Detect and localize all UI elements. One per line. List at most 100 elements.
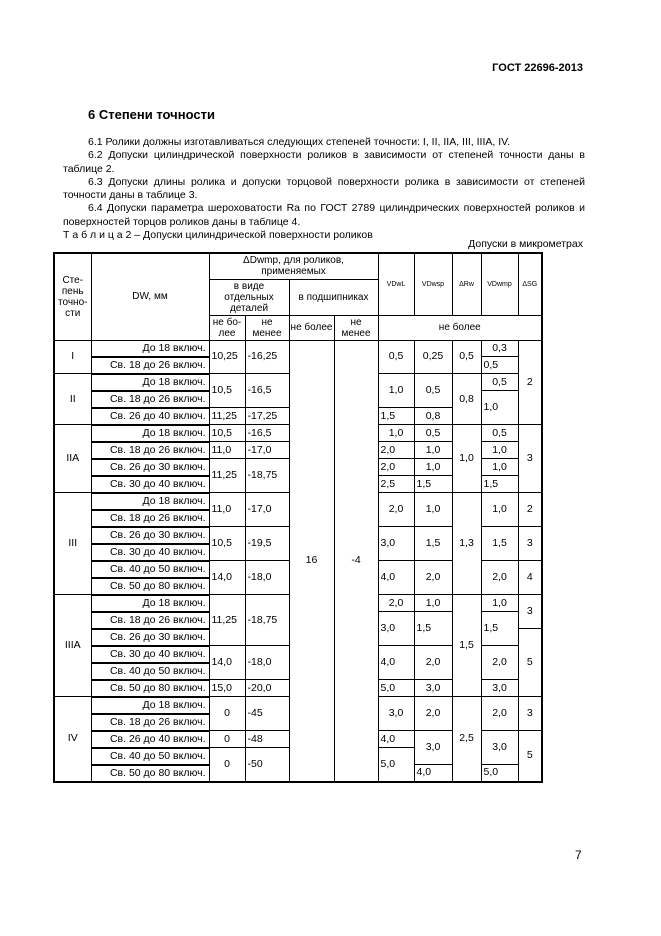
table-cell: -48 — [244, 730, 290, 748]
standard-number: ГОСТ 22696-2013 — [492, 62, 583, 74]
table-row: Св. 50 до 80 включ. 15,0 -20,0 5,0 3,0 3,0 — [54, 679, 542, 698]
table-cell: 0,5 — [413, 424, 453, 442]
table-cell: -50 — [244, 747, 290, 782]
table-cell: 0,5 — [480, 356, 519, 374]
table-cell: 1,0 — [413, 492, 453, 527]
table-cell: 15,0 — [208, 679, 246, 697]
table-cell: 0,5 — [480, 373, 519, 391]
table-row: Св. 26 до 40 включ. 0 -48 4,0 3,0 3,0 5 — [54, 730, 543, 782]
table-cell: 1,5 — [480, 611, 519, 646]
table-cell: 0,5 — [413, 373, 453, 408]
table-cell: -16,5 — [244, 424, 290, 442]
table-cell: 1,0 — [480, 390, 519, 425]
table-cell: 11,25 — [208, 458, 246, 493]
table-cell: -18,75 — [244, 594, 290, 646]
diameter-range-cell: Св. 26 до 30 включ. — [90, 458, 210, 477]
table-row: Св. 18 до 26 включ. — [54, 509, 542, 528]
table-cell: -45 — [244, 696, 290, 731]
table-cell: -16,25 — [244, 339, 290, 374]
diameter-range-cell: Св. 50 до 80 включ. — [90, 679, 210, 698]
table-row: Св. 26 до 30 включ. 11,25 -18,75 2,0 1,0 1,0 — [54, 458, 542, 493]
table-cell: 1,5 — [413, 611, 453, 646]
table-cell: 1,5 — [377, 407, 415, 425]
table-cell: 2,0 — [413, 696, 453, 731]
paragraph-6-2: 6.2 Допуски цилиндрической поверхности р… — [63, 149, 585, 175]
table-cell: III — [53, 492, 92, 595]
table-cell: 2,5 — [377, 475, 415, 493]
table-row: Св. 40 до 50 включ. — [54, 662, 542, 681]
table-cell: IIIA — [53, 594, 92, 697]
table-cell: 0,25 — [413, 339, 453, 374]
table-cell: 3,0 — [413, 679, 453, 697]
diameter-range-cell: Св. 18 до 26 включ. — [90, 441, 210, 460]
table-cell: 1,0 — [413, 594, 453, 612]
table-cell: -18,0 — [244, 645, 290, 680]
header-max-separate: не бо-лее — [208, 314, 246, 341]
diameter-range-cell: До 18 включ. — [90, 696, 210, 715]
table-row: Св. 30 до 40 включ. — [54, 543, 542, 562]
table-row: Св. 18 до 26 включ. — [54, 713, 542, 732]
table-cell: 10,5 — [208, 424, 246, 442]
table-row: Св. 26 до 30 включ. 5 — [54, 628, 543, 697]
diameter-range-cell: До 18 включ. — [90, 339, 210, 358]
table-cell: 1,0 — [413, 458, 453, 476]
table-cell: 2,0 — [480, 645, 519, 680]
table-cell: -17,0 — [244, 441, 290, 459]
table-cell: 11,0 — [208, 441, 246, 459]
diameter-range-cell: Св. 50 до 80 включ. — [90, 764, 210, 783]
diameter-range-cell: До 18 включ. — [90, 373, 210, 392]
header-vdwsp: VDwsp — [413, 252, 453, 316]
table-cell: 2,0 — [480, 696, 519, 731]
diameter-range-cell: До 18 включ. — [90, 424, 210, 443]
paragraph-6-3: 6.3 Допуски длины ролика и допуски торцо… — [63, 175, 585, 202]
diameter-range-cell: Св. 26 до 30 включ. — [90, 526, 210, 545]
tolerance-table: Сте-пень точно-сти DW, мм ΔDwmp, для рол… — [53, 252, 543, 783]
table-row: Св. 18 до 26 включ. 0,5 — [54, 356, 542, 375]
diameter-range-cell: Св. 40 до 50 включ. — [90, 747, 210, 766]
diameter-range-cell: Св. 26 до 40 включ. — [90, 407, 210, 426]
diameter-range-cell: Св. 26 до 40 включ. — [90, 730, 210, 749]
table-row: Св. 18 до 26 включ. 3,0 1,5 1,5 — [54, 611, 542, 646]
table-cell: 4 — [517, 560, 543, 595]
table-cell: 3 — [517, 594, 543, 629]
paragraph-6-1: 6.1 Ролики должны изготавливаться следую… — [88, 136, 511, 148]
table-row: Св. 26 до 40 включ. 11,25 -17,25 1,5 0,8 — [54, 407, 542, 426]
paragraph-6-4: 6.4 Допуски параметра шероховатости Ra п… — [63, 202, 585, 228]
table-cell: 4,0 — [377, 730, 415, 748]
table-cell: 2 — [517, 339, 543, 425]
table-cell: 3 — [517, 696, 543, 731]
table-cell: 1,0 — [377, 424, 415, 442]
diameter-range-cell: Св. 30 до 40 включ. — [90, 475, 210, 494]
table-cell: 3,0 — [377, 611, 415, 646]
table-cell: 2,0 — [480, 560, 519, 595]
table-cell: 1,0 — [480, 458, 519, 476]
table-row: Св. 18 до 26 включ. 1,0 — [54, 390, 542, 425]
table-cell: 1,0 — [480, 492, 519, 527]
table-cell: 1,5 — [480, 475, 519, 493]
table-cell: 2 — [517, 492, 543, 527]
table-row: Св. 50 до 80 включ. 4,0 5,0 — [54, 764, 542, 783]
header-drw: ΔRw — [451, 252, 482, 316]
table-cell: 0 — [208, 730, 246, 748]
table-cell: 1,0 — [413, 441, 453, 459]
table-cell: 0,8 — [451, 373, 482, 425]
table-cell: 2,5 — [451, 696, 482, 782]
diameter-range-cell: Св. 40 до 50 включ. — [90, 662, 210, 681]
header-min-bearing: не менее — [333, 314, 379, 341]
table-cell: 3 — [517, 526, 543, 561]
table-row: Св. 30 до 40 включ. 14,0 -18,0 4,0 2,0 2,0 — [54, 645, 542, 680]
table-cell: 2,0 — [377, 458, 415, 476]
table-cell: IV — [53, 696, 92, 782]
table-cell: 1,0 — [451, 424, 482, 493]
diameter-range-cell: Св. 18 до 26 включ. — [90, 611, 210, 630]
diameter-range-cell: Св. 30 до 40 включ. — [90, 645, 210, 664]
table-cell: 5,0 — [377, 747, 415, 782]
diameter-range-cell: Св. 18 до 26 включ. — [90, 713, 210, 732]
table-cell: 1,5 — [413, 475, 453, 493]
table-cell: -18,75 — [244, 458, 290, 493]
table-cell: 1,0 — [480, 594, 519, 612]
table-cell: 1,5 — [413, 526, 453, 561]
table-cell: 5,0 — [480, 764, 519, 782]
diameter-range-cell: Св. 18 до 26 включ. — [90, 509, 210, 528]
page-number: 7 — [575, 848, 582, 862]
